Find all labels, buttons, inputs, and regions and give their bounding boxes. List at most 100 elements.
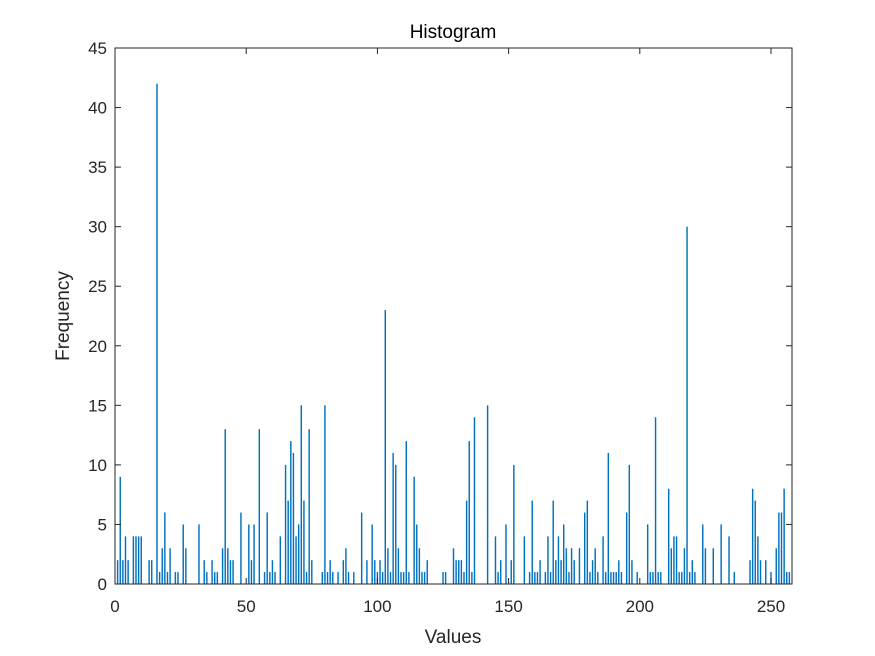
histogram-bar (442, 572, 444, 584)
histogram-bar (660, 572, 662, 584)
histogram-bar (221, 548, 224, 584)
histogram-bar (342, 560, 345, 584)
histogram-bar (158, 572, 161, 584)
histogram-bar (326, 572, 329, 584)
histogram-bar (788, 572, 791, 584)
histogram-bar (510, 560, 512, 584)
histogram-bar (248, 524, 250, 584)
histogram-bar (728, 536, 730, 584)
histogram-bar (360, 512, 363, 584)
histogram-bar (421, 572, 423, 584)
histogram-bar (691, 560, 694, 584)
histogram-bar (274, 572, 276, 584)
histogram-bar (164, 512, 166, 584)
histogram-bar (232, 560, 234, 584)
histogram-bar (408, 572, 410, 584)
histogram-bar (670, 548, 673, 584)
histogram-bar (124, 536, 127, 584)
histogram-bar (500, 560, 502, 584)
histogram-bar (116, 560, 119, 584)
histogram-bar (292, 452, 295, 584)
histogram-bar (612, 572, 615, 584)
histogram-bar (379, 560, 381, 584)
histogram-bar (657, 572, 659, 584)
y-tick-label: 25 (88, 277, 107, 296)
histogram-bar (610, 572, 612, 584)
histogram-bar (513, 464, 515, 584)
histogram-bar (754, 500, 756, 584)
histogram-bar (757, 536, 759, 584)
histogram-bar (148, 560, 150, 584)
histogram-bar (444, 572, 447, 584)
axes-box (114, 47, 793, 585)
histogram-bar (733, 572, 735, 584)
histogram-bar (589, 572, 591, 584)
histogram-bar (636, 572, 638, 584)
histogram-bar (549, 572, 552, 584)
histogram-bar (547, 536, 549, 584)
histogram-bar (290, 441, 292, 584)
histogram-bar (780, 512, 783, 584)
histogram-bar (381, 572, 384, 584)
histogram-bar (229, 560, 232, 584)
histogram-bar (778, 512, 780, 584)
histogram-bar (688, 572, 691, 584)
histogram-bar (311, 560, 313, 584)
histogram-bar (673, 536, 675, 584)
x-tick-label: 50 (237, 597, 256, 616)
histogram-bar (374, 560, 376, 584)
histogram-bar (555, 560, 557, 584)
y-axis: 0 5 10 15 20 25 30 35 40 45 (88, 39, 792, 594)
histogram-bar (618, 560, 620, 584)
y-tick-label: 45 (88, 39, 107, 58)
histogram-bar (206, 572, 208, 584)
histogram-bar (166, 572, 169, 584)
histogram-bar (258, 429, 261, 584)
histogram-bar (240, 512, 242, 584)
x-tick-label: 0 (110, 597, 119, 616)
histogram-bar (652, 572, 654, 584)
histogram-bar (667, 488, 670, 584)
histogram-bar (263, 572, 266, 584)
histogram-bar (458, 560, 460, 584)
histogram-bar (224, 429, 226, 584)
histogram-bar (607, 452, 610, 584)
histogram-bar (423, 572, 426, 584)
histogram-bar (132, 536, 135, 584)
histogram-bar (405, 441, 407, 584)
histogram-bar (303, 500, 305, 584)
histogram-bar (602, 536, 604, 584)
histogram-bar (628, 464, 631, 584)
histogram-bar (122, 560, 124, 584)
histogram-bar (397, 548, 400, 584)
x-tick-label: 250 (757, 597, 785, 616)
y-tick-label: 10 (88, 456, 107, 475)
y-tick-label: 40 (88, 99, 107, 118)
histogram-bar (371, 524, 373, 584)
histogram-bar (156, 83, 158, 584)
histogram-bar (531, 500, 533, 584)
histogram-bar (353, 572, 355, 584)
histogram-bar (185, 548, 187, 584)
histogram-bar (568, 572, 570, 584)
histogram-bar (366, 560, 368, 584)
histogram-bar (400, 572, 402, 584)
histogram-bar (402, 572, 405, 584)
histogram-bar (646, 524, 649, 584)
histogram-bar (455, 560, 457, 584)
histogram-bar (119, 476, 121, 584)
histogram-bar (211, 560, 213, 584)
histogram-bar (182, 524, 184, 584)
histogram-bar (174, 572, 177, 584)
histogram-bar (295, 536, 297, 584)
histogram-bar (586, 500, 589, 584)
histogram-bar (497, 572, 499, 584)
histogram-bar (324, 405, 326, 584)
histogram-bar (253, 524, 255, 584)
x-tick-label: 200 (626, 597, 654, 616)
histogram-bar (544, 572, 547, 584)
histogram-bar (300, 405, 303, 584)
histogram-bar (198, 524, 200, 584)
histogram-bar (536, 572, 539, 584)
histogram-bar (213, 572, 216, 584)
